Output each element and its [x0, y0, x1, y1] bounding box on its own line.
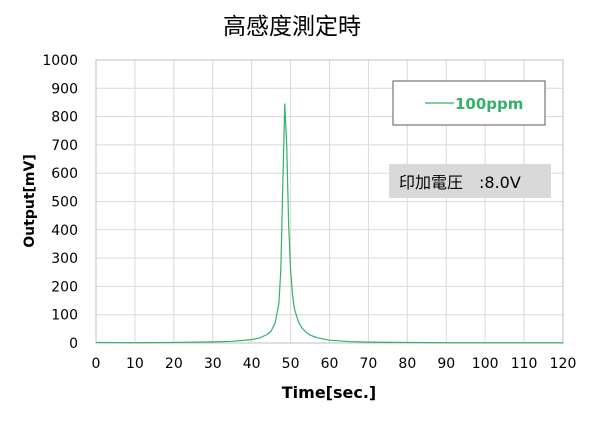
legend-box [392, 80, 546, 126]
annotation-box [389, 164, 551, 198]
legend: 100ppm [392, 80, 546, 126]
x-axis-label: Time[sec.] [282, 383, 376, 402]
x-tick-label-11: 110 [511, 356, 538, 372]
x-tick-label-7: 70 [360, 356, 378, 372]
y-tick-label-8: 800 [51, 110, 78, 126]
y-tick-label-1: 100 [51, 308, 78, 324]
y-axis-ticks: 0 100 200 300 400 500 600 700 800 900 1000 [42, 53, 78, 352]
x-tick-label-4: 40 [243, 356, 261, 372]
x-tick-label-8: 80 [398, 356, 416, 372]
y-tick-label-9: 900 [51, 81, 78, 97]
y-tick-label-10: 1000 [42, 53, 78, 69]
y-axis-label: Output[mV] [22, 154, 38, 247]
y-tick-label-4: 400 [51, 223, 78, 239]
legend-label: 100ppm [455, 95, 523, 113]
x-tick-label-0: 0 [92, 356, 101, 372]
annotation-text: 印加電圧 :8.0V [399, 173, 521, 192]
x-tick-label-6: 60 [321, 356, 339, 372]
x-tick-label-1: 10 [126, 356, 144, 372]
y-tick-label-5: 500 [51, 195, 78, 211]
x-tick-label-12: 120 [550, 356, 577, 372]
chart-title: 高感度測定時 [223, 14, 361, 40]
x-tick-label-9: 90 [437, 356, 455, 372]
series-line-0 [95, 103, 563, 344]
x-tick-label-5: 50 [282, 356, 300, 372]
y-tick-label-0: 0 [69, 336, 78, 352]
plot-area [95, 59, 564, 344]
x-tick-label-2: 20 [165, 356, 183, 372]
x-tick-label-10: 100 [472, 356, 499, 372]
series-layer [95, 103, 563, 344]
y-tick-label-2: 200 [51, 279, 78, 295]
voltage-annotation: 印加電圧 :8.0V [389, 164, 551, 198]
y-tick-label-7: 700 [51, 138, 78, 154]
y-tick-label-6: 600 [51, 166, 78, 182]
x-axis-ticks: 0 10 20 30 40 50 60 70 80 90 100 110 120 [92, 356, 577, 372]
x-tick-label-3: 30 [204, 356, 222, 372]
y-tick-label-3: 300 [51, 251, 78, 267]
